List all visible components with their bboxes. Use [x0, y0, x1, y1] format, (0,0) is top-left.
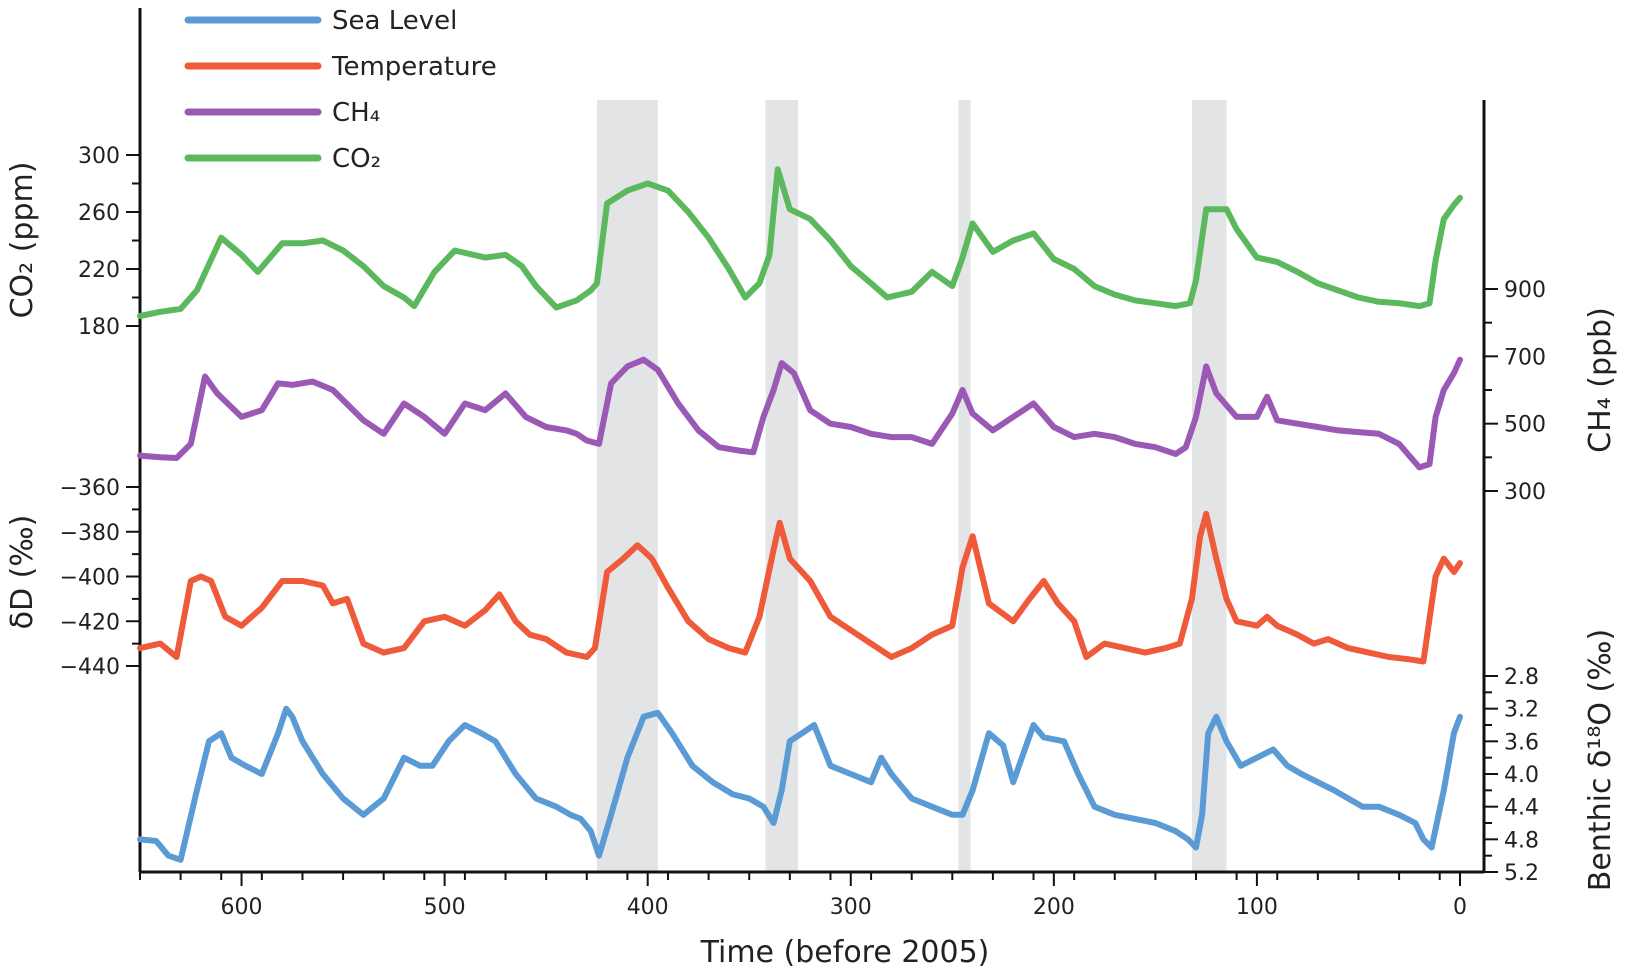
x-tick-label: 600: [221, 895, 263, 920]
d18o-tick-label: 3.2: [1504, 698, 1539, 723]
dd-axis-title: δD (‰): [5, 515, 40, 630]
series-line-dd: [137, 510, 1463, 665]
series-line-d18o: [137, 705, 1463, 863]
series-line-ch4: [137, 356, 1463, 471]
ch4-tick-label: 700: [1504, 345, 1546, 370]
axes: 600 500 400 300 200 100 0 Time (before 2005) 180…: [5, 8, 1618, 970]
dd-tick-label: −440: [60, 655, 120, 680]
d18o-tick-label: 4.4: [1504, 796, 1539, 821]
co2-tick-label: 260: [78, 201, 120, 226]
d18o-tick-label: 3.6: [1504, 730, 1539, 755]
d18o-tick-label: 4.0: [1504, 763, 1539, 788]
co2-tick-label: 300: [78, 144, 120, 169]
series-line-co2: [137, 166, 1463, 319]
legend-label: CO₂: [332, 144, 381, 174]
co2-tick-label: 180: [78, 315, 120, 340]
x-tick-label: 300: [830, 895, 872, 920]
ch4-tick-label: 500: [1504, 413, 1546, 438]
d18o-tick-label: 4.8: [1504, 828, 1539, 853]
legend: Sea Level Temperature CH₄ CO₂: [184, 6, 497, 174]
dd-tick-label: −400: [60, 566, 120, 591]
co2-tick-label: 220: [78, 258, 120, 283]
x-tick-label: 0: [1453, 895, 1467, 920]
dd-tick-label: −360: [60, 476, 120, 501]
x-tick-label: 500: [424, 895, 466, 920]
interglacial-bands: [596, 100, 1227, 872]
co2-axis-title: CO₂ (ppm): [5, 162, 40, 319]
d18o-axis-title: Benthic δ¹⁸O (‰): [1583, 629, 1618, 891]
x-tick-label: 100: [1236, 895, 1278, 920]
x-tick-label: 400: [627, 895, 669, 920]
ch4-axis-title: CH₄ (ppb): [1583, 307, 1618, 453]
dd-tick-label: −380: [60, 521, 120, 546]
series-lines: [137, 166, 1463, 863]
d18o-tick-label: 5.2: [1504, 861, 1539, 886]
d18o-tick-label: 2.8: [1504, 665, 1539, 690]
interglacial-band: [958, 100, 971, 872]
legend-label: Sea Level: [332, 6, 457, 36]
ch4-tick-label: 300: [1504, 480, 1546, 505]
x-tick-label: 200: [1033, 895, 1075, 920]
legend-label: CH₄: [332, 98, 380, 128]
ch4-tick-label: 900: [1504, 278, 1546, 303]
legend-label: Temperature: [331, 52, 497, 82]
dd-tick-label: −420: [60, 610, 120, 635]
x-axis-title: Time (before 2005): [700, 935, 990, 970]
interglacial-band: [596, 100, 658, 872]
